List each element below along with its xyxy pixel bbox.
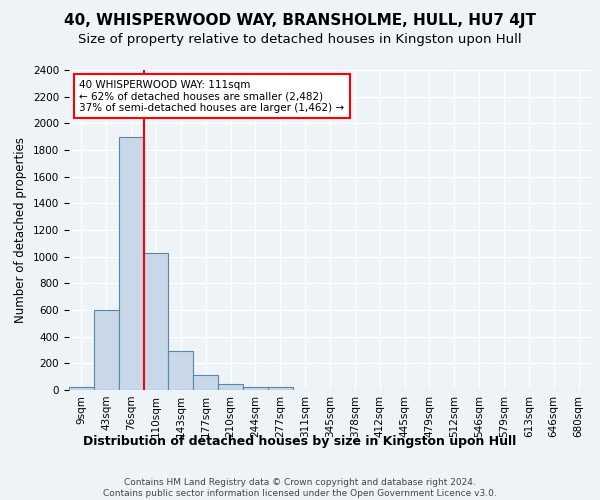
Bar (169, 352, 193, 390)
Text: 40 WHISPERWOOD WAY: 111sqm
← 62% of detached houses are smaller (2,482)
37% of s: 40 WHISPERWOOD WAY: 111sqm ← 62% of deta… (79, 80, 344, 113)
Bar (268, 388, 293, 390)
Bar (94, 310, 119, 390)
Text: 40, WHISPERWOOD WAY, BRANSHOLME, HULL, HU7 4JT: 40, WHISPERWOOD WAY, BRANSHOLME, HULL, H… (64, 12, 536, 28)
Bar (69, 388, 94, 390)
Text: Distribution of detached houses by size in Kingston upon Hull: Distribution of detached houses by size … (83, 435, 517, 448)
Bar (193, 374, 218, 390)
Bar (218, 384, 243, 390)
Bar (243, 386, 268, 390)
Text: Size of property relative to detached houses in Kingston upon Hull: Size of property relative to detached ho… (78, 32, 522, 46)
Y-axis label: Number of detached properties: Number of detached properties (14, 137, 28, 323)
Text: Contains HM Land Registry data © Crown copyright and database right 2024.
Contai: Contains HM Land Registry data © Crown c… (103, 478, 497, 498)
Bar (119, 136, 143, 390)
Bar (143, 252, 169, 390)
